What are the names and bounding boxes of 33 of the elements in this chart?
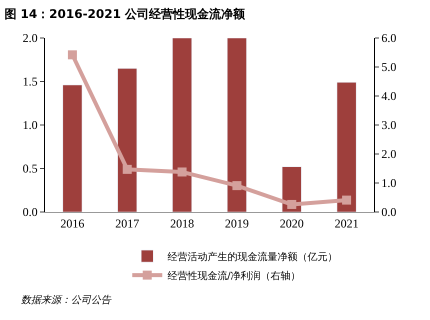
point (342, 196, 352, 205)
y2-tick-label: 0.0 (381, 205, 396, 220)
bar (227, 38, 247, 212)
legend-label: 经营活动产生的现金流量净额（亿元） (167, 250, 338, 263)
y2-tick-label: 3.0 (381, 118, 396, 132)
x-tick-label: 2016 (60, 216, 84, 230)
x-tick-label: 2018 (170, 216, 194, 230)
chart-title: 图 14：2016-2021 公司经营性现金流净额 (4, 7, 246, 21)
x-tick-label: 2019 (224, 216, 249, 230)
point (178, 167, 187, 176)
y2-tick-label: 2.0 (381, 147, 396, 162)
y-tick-label: 0.0 (22, 205, 38, 220)
y-tick-label: 1.0 (22, 118, 38, 132)
point (232, 181, 242, 190)
x-tick-label: 2017 (115, 216, 140, 230)
x-tick-label: 2020 (280, 216, 304, 230)
point (68, 50, 77, 60)
legend-label: 经营性现金流/净利润（右轴） (167, 270, 301, 282)
bar (117, 68, 138, 212)
point (122, 164, 132, 174)
y2-tick-label: 5.0 (381, 60, 396, 74)
x-tick-label: 2021 (334, 216, 359, 230)
source-note: 数据来源：公司公告 (21, 294, 112, 306)
point (287, 200, 296, 209)
y-tick-label: 2.0 (22, 31, 38, 46)
y2-tick-label: 1.0 (381, 176, 396, 190)
y-tick-label: 1.5 (22, 74, 38, 89)
bar (336, 82, 356, 212)
y2-tick-label: 6.0 (381, 31, 396, 46)
y-tick-label: 0.5 (22, 162, 38, 176)
bar (172, 38, 192, 212)
bar (62, 84, 82, 212)
y2-tick-label: 4.0 (381, 89, 396, 104)
